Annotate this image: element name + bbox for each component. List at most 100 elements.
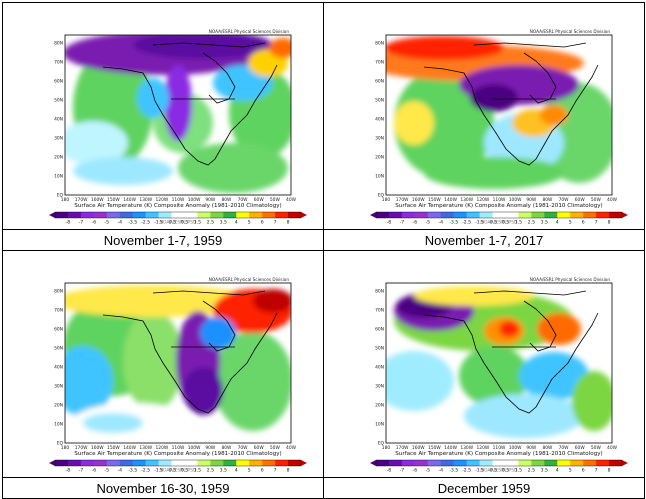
panel-2-cell: NOAA/ESRL Physical Sciences Division 80N… [323, 2, 645, 230]
colorbar-swatch [55, 212, 69, 218]
anomaly-map-nov-1-7-1959: NOAA/ESRL Physical Sciences Division 80N… [49, 29, 307, 226]
lat-tick-label: EQ [57, 193, 64, 199]
lon-tick-label: 90W [526, 445, 537, 451]
lon-tick-label: 150W [107, 197, 120, 203]
colorbar-swatch [288, 212, 302, 218]
colorbar-swatch [466, 212, 480, 218]
lon-tick-label: 170W [396, 197, 409, 203]
colorbar-swatch [376, 212, 390, 218]
lat-tick-label: 40N [54, 365, 63, 371]
header-credit: NOAA/ESRL Physical Sciences Division [530, 29, 611, 34]
colorbar-swatch [288, 460, 302, 466]
colorbar-swatch [544, 460, 558, 466]
colorbar-tick-label: 7 [274, 468, 277, 474]
lon-tick-label: 170W [75, 445, 88, 451]
colorbar-swatch [236, 460, 250, 466]
lon-tick-label: 40W [607, 197, 618, 203]
lon-tick-label: 130W [460, 197, 473, 203]
colorbar-tick-label: 7 [274, 220, 277, 226]
colorbar-swatch [414, 212, 429, 218]
map-title: Surface Air Temperature (K) Composite An… [74, 451, 282, 457]
colorbar-swatch [106, 212, 121, 218]
colorbar-min-arrow-icon [49, 460, 55, 466]
panel-1-cell: NOAA/ESRL Physical Sciences Division 80N… [2, 2, 324, 230]
colorbar-tick-label: 0.5 [502, 468, 509, 474]
lon-tick-label: 160W [412, 197, 425, 203]
lon-tick-label: 40W [286, 197, 297, 203]
colorbar-tick-label: -2.5 [141, 220, 150, 226]
lon-tick-label: 140W [444, 197, 457, 203]
watermark: NOAA/ESRL PSD [159, 220, 197, 226]
colorbar-tick-label: 3.5 [541, 220, 548, 226]
colorbar-swatch [223, 460, 237, 466]
anomaly-map-nov-16-30-1959: NOAA/ESRL Physical Sciences Division 80N… [49, 277, 307, 474]
lon-tick-label: 60W [254, 445, 265, 451]
lon-tick-label: 120W [155, 197, 168, 203]
lon-tick-label: 150W [428, 445, 441, 451]
colorbar-tick-label: -3.5 [128, 468, 137, 474]
panel-1-caption: November 1-7, 1959 [2, 229, 324, 251]
anomaly-map-december-1959: NOAA/ESRL Physical Sciences Division 80N… [370, 277, 628, 474]
lon-axis: 180 170W 160W 150W 140W 130W 120W 110W 100W 90W 80… [61, 445, 297, 451]
colorbar-tick-label: 7 [595, 468, 598, 474]
colorbar-swatch [236, 212, 250, 218]
colorbar-tick-label: -4 [438, 468, 443, 474]
lat-tick-label: 60N [54, 79, 63, 85]
lat-tick-label: 60N [375, 327, 384, 333]
colorbar-swatch [557, 212, 571, 218]
map-frame [64, 282, 292, 444]
panel-4-cell: NOAA/ESRL Physical Sciences Division 80N… [323, 250, 645, 478]
colorbar-tick-label: 5 [248, 468, 251, 474]
lon-tick-label: 50W [591, 445, 602, 451]
colorbar-outline [54, 459, 302, 467]
lat-tick-label: 70N [54, 60, 63, 66]
colorbar-swatch [80, 460, 95, 466]
colorbar-swatch [275, 212, 289, 218]
colorbar-tick-label: -1.5 [154, 220, 163, 226]
lat-tick-label: 10N [54, 422, 63, 428]
colorbar-tick-label: -3.5 [128, 220, 137, 226]
lon-tick-label: 50W [591, 197, 602, 203]
colorbar-tick-label: -5 [425, 220, 430, 226]
panel-2-caption: November 1-7, 2017 [323, 229, 645, 251]
colorbar-max-arrow-icon [301, 212, 307, 218]
colorbar-outline [375, 459, 623, 467]
colorbar-max-arrow-icon [622, 460, 628, 466]
colorbar-swatch [197, 212, 211, 218]
colorbar-tick-label: -0.5 [167, 468, 176, 474]
colorbar-tick-label: 5 [248, 220, 251, 226]
colorbar-tick-label: -0.5 [488, 220, 497, 226]
watermark: NOAA/ESRL PSD [480, 468, 518, 474]
colorbar-tick-label: 8 [287, 468, 290, 474]
lon-tick-label: 160W [412, 445, 425, 451]
lon-tick-label: 90W [205, 197, 216, 203]
lon-tick-label: 110W [172, 445, 185, 451]
colorbar-tick-label: -4 [117, 220, 122, 226]
colorbar-tick-label: 2.5 [207, 220, 214, 226]
lat-tick-label: 70N [375, 60, 384, 66]
colorbar-swatch [55, 460, 69, 466]
lon-tick-label: 50W [270, 445, 281, 451]
colorbar-swatch [106, 460, 121, 466]
colorbar-tick-label: 1.5 [515, 468, 522, 474]
lon-tick-label: 60W [254, 197, 265, 203]
lat-tick-label: 40N [375, 365, 384, 371]
lat-tick-label: 50N [375, 98, 384, 104]
colorbar-tick-label: -1.5 [475, 220, 484, 226]
lon-tick-label: 150W [428, 197, 441, 203]
coastline-icon [423, 42, 599, 166]
lon-tick-label: 180 [382, 445, 391, 451]
colorbar-swatch [184, 460, 198, 466]
lon-tick-label: 60W [575, 445, 586, 451]
lat-tick-label: 20N [375, 403, 384, 409]
colorbar-tick-label: -1.5 [475, 468, 484, 474]
colorbar-tick-label: 3.5 [541, 468, 548, 474]
colorbar-tick-label: -0.5 [167, 220, 176, 226]
lon-axis: 180 170W 160W 150W 140W 130W 120W 110W 100W 90W 80… [61, 197, 297, 203]
colorbar-tick-label: 4 [235, 220, 238, 226]
colorbar-swatch [466, 460, 480, 466]
colorbar-swatch [388, 460, 403, 466]
map-title: Surface Air Temperature (K) Composite An… [395, 451, 603, 457]
lat-tick-label: 80N [375, 289, 384, 295]
anomaly-map-nov-1-7-2017: NOAA/ESRL Physical Sciences Division 80N… [370, 29, 628, 226]
